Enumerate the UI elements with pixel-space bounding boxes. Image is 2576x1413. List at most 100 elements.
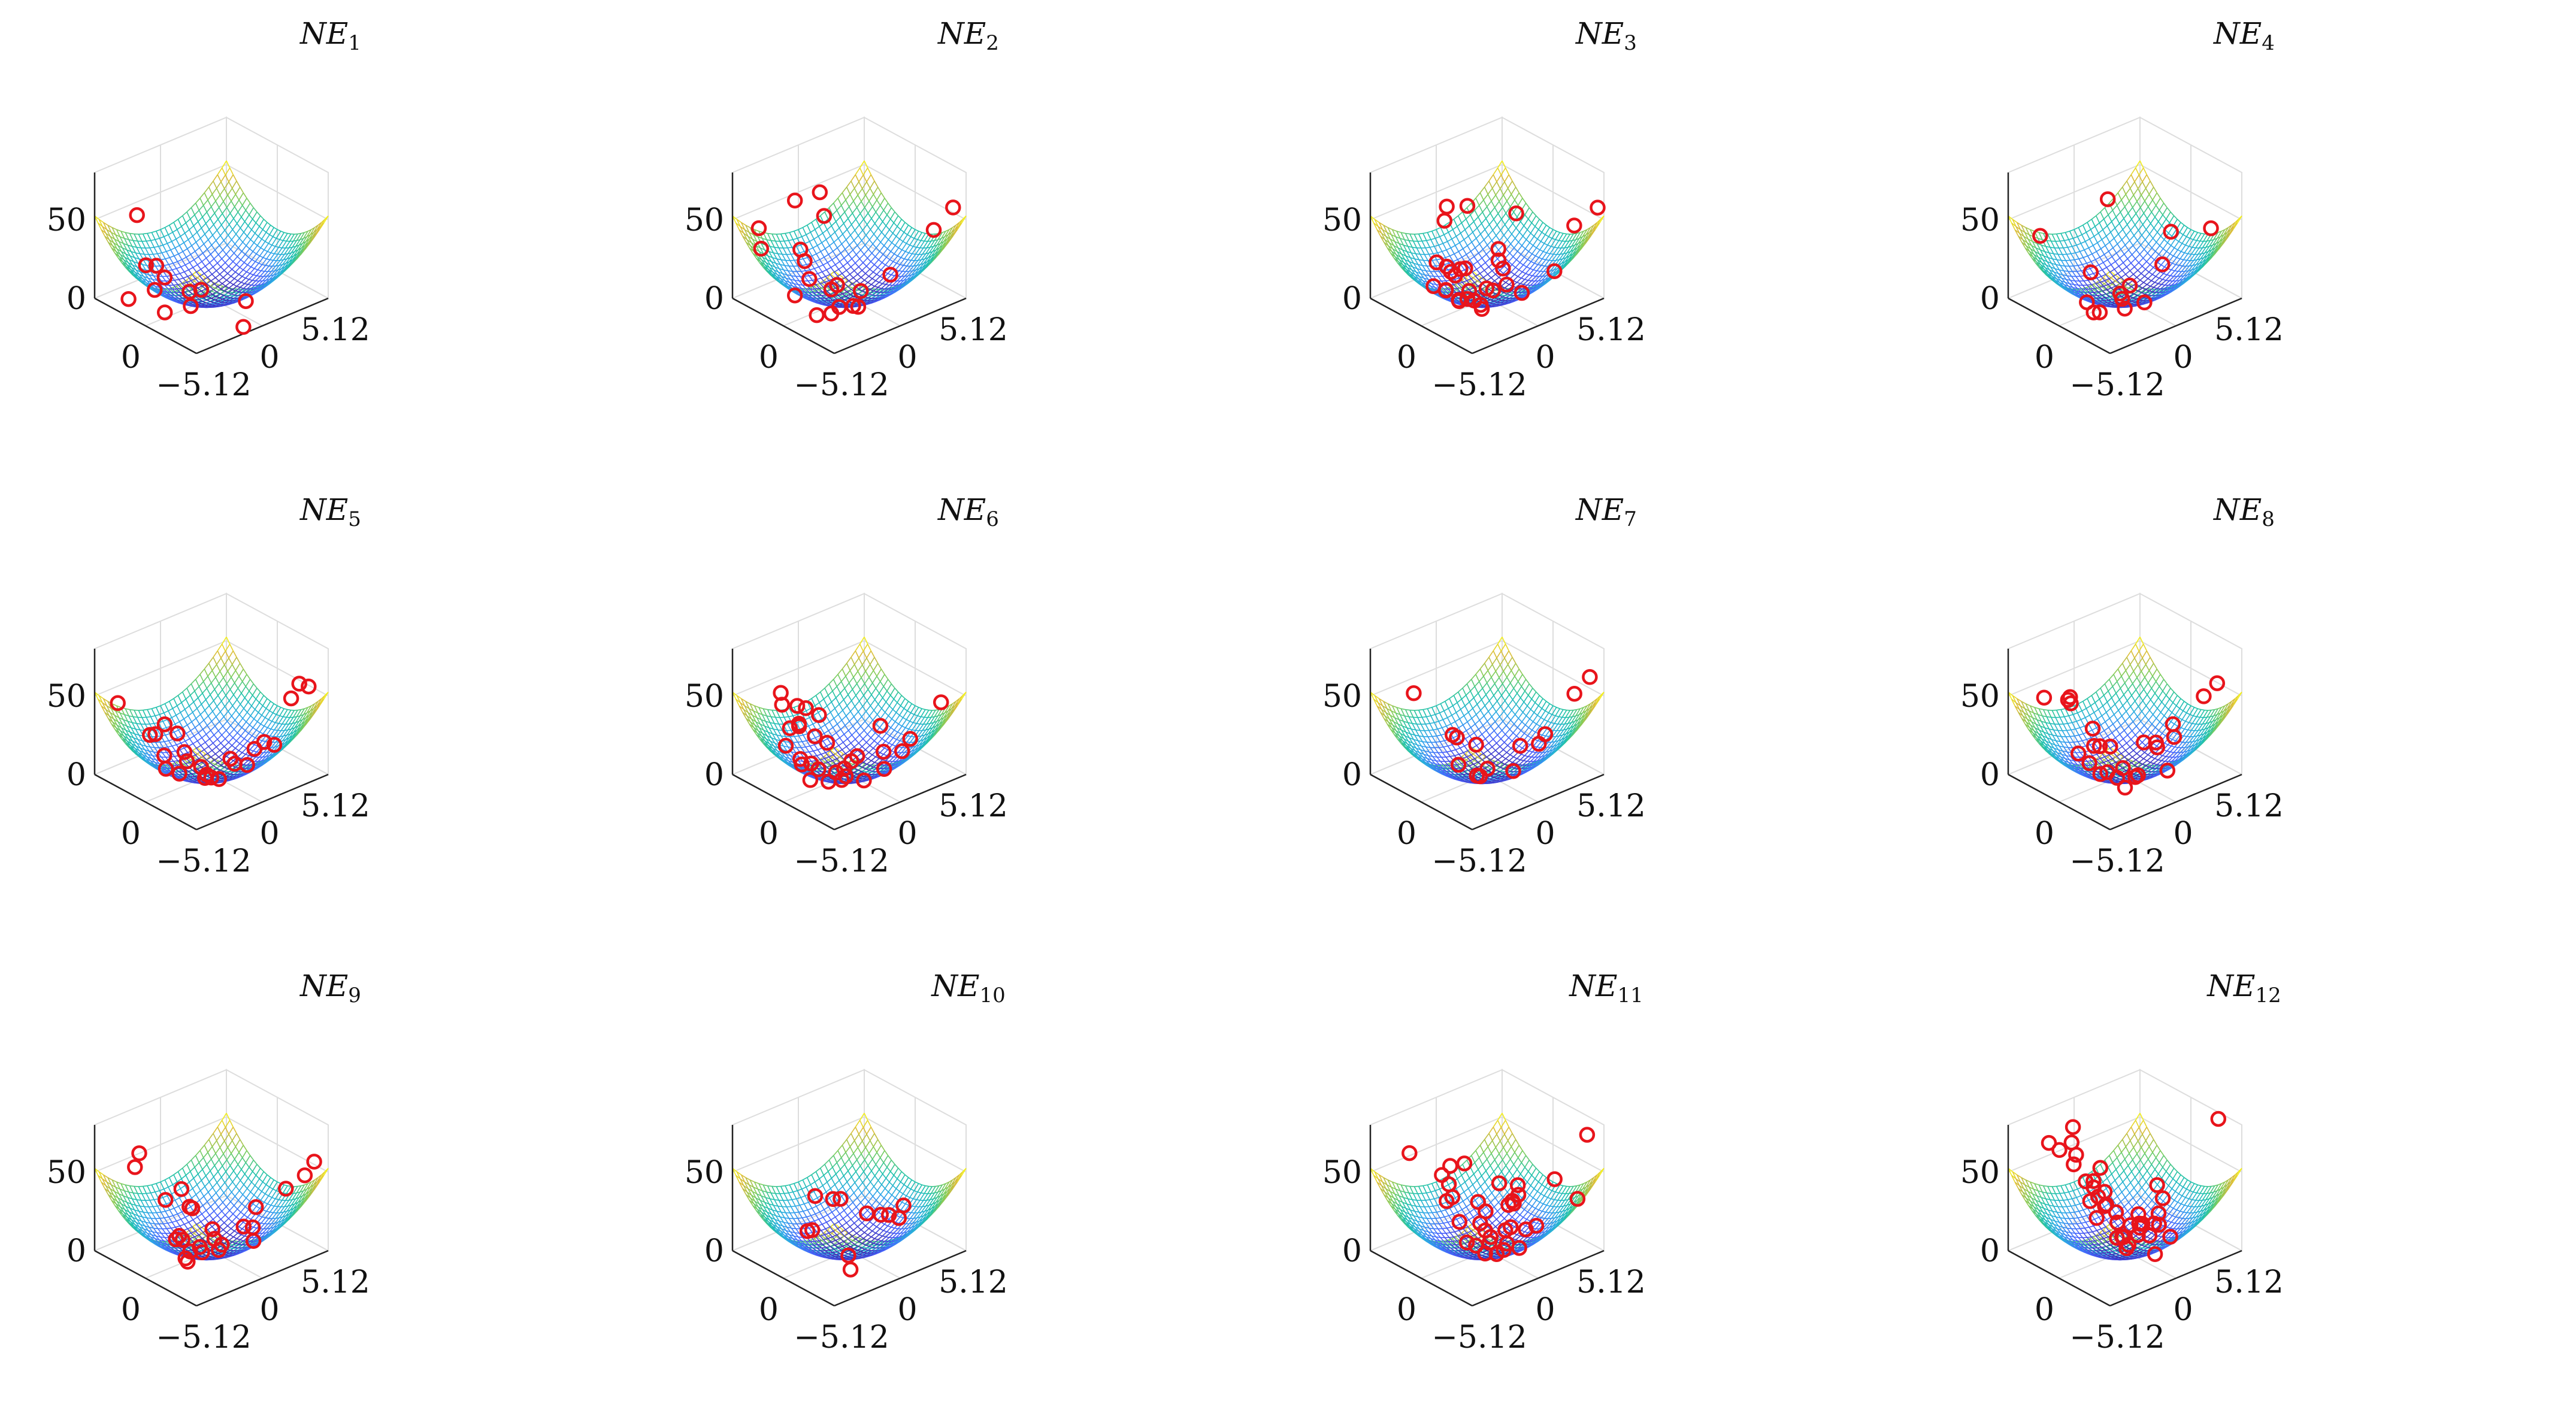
data-point bbox=[2136, 734, 2152, 751]
y-tick-label: 0 bbox=[897, 816, 917, 852]
scatter-points bbox=[127, 1145, 322, 1270]
data-point bbox=[777, 737, 794, 754]
data-point bbox=[2032, 228, 2048, 244]
y-tick-label: 5.12 bbox=[301, 312, 370, 348]
data-point bbox=[797, 253, 813, 270]
data-point bbox=[823, 281, 840, 298]
data-point bbox=[833, 1191, 849, 1207]
y-tick-label: 5.12 bbox=[939, 1264, 1008, 1300]
data-point bbox=[1458, 1235, 1475, 1251]
y-tick-label: 0 bbox=[897, 1292, 917, 1328]
data-point bbox=[173, 1181, 190, 1197]
y-tick-label: 0 bbox=[1535, 340, 1555, 376]
data-point bbox=[1436, 213, 1453, 229]
data-point bbox=[2085, 738, 2102, 754]
data-point bbox=[2082, 264, 2099, 280]
data-point bbox=[837, 768, 854, 785]
y-tick-label: 0 bbox=[259, 340, 279, 376]
data-point bbox=[2163, 223, 2179, 240]
scatter-points bbox=[799, 1188, 912, 1278]
data-point bbox=[1442, 1158, 1458, 1174]
data-point bbox=[156, 269, 173, 286]
data-point bbox=[2154, 256, 2171, 273]
x-tick-label: 0 bbox=[1397, 1292, 1416, 1328]
y-tick-label: −5.12 bbox=[156, 843, 251, 879]
scatter-points bbox=[750, 184, 961, 323]
data-point bbox=[852, 283, 869, 299]
y-tick-label: 5.12 bbox=[2214, 1264, 2284, 1300]
data-point bbox=[171, 765, 187, 782]
data-point bbox=[891, 1210, 907, 1226]
data-point bbox=[2102, 739, 2118, 755]
data-point bbox=[1443, 264, 1459, 280]
panel-title: NE4 bbox=[2213, 16, 2275, 55]
axes bbox=[93, 173, 329, 355]
data-point bbox=[158, 761, 174, 777]
data-point bbox=[2085, 1173, 2102, 1189]
data-point bbox=[147, 726, 164, 742]
axes bbox=[2007, 1125, 2242, 1307]
data-point bbox=[2065, 1119, 2081, 1135]
data-point bbox=[811, 707, 827, 724]
y-tick-label: −5.12 bbox=[2069, 367, 2165, 403]
data-point bbox=[807, 1188, 824, 1204]
data-point bbox=[246, 740, 263, 757]
data-point bbox=[1447, 267, 1464, 284]
panel-title: NE1 bbox=[299, 16, 361, 55]
data-point bbox=[872, 718, 889, 734]
data-point bbox=[235, 1218, 252, 1235]
z-tick-label: 50 bbox=[47, 202, 86, 238]
data-point bbox=[1513, 285, 1530, 301]
data-point bbox=[2085, 304, 2102, 320]
z-tick-label: 50 bbox=[685, 679, 724, 715]
data-point bbox=[782, 720, 798, 737]
data-point bbox=[2120, 1236, 2137, 1253]
y-tick-label: 5.12 bbox=[2214, 312, 2284, 348]
data-point bbox=[1428, 254, 1445, 271]
x-tick-label: 0 bbox=[2035, 816, 2054, 852]
y-tick-label: 0 bbox=[2173, 340, 2193, 376]
data-point bbox=[1482, 1229, 1499, 1245]
scatter-points bbox=[773, 685, 949, 790]
data-point bbox=[2109, 1230, 2125, 1246]
data-point bbox=[1490, 252, 1507, 268]
data-point bbox=[2130, 1206, 2147, 1223]
data-point bbox=[2149, 1177, 2165, 1193]
data-point bbox=[1470, 1194, 1487, 1210]
data-point bbox=[1508, 205, 1524, 222]
x-tick-label: 0 bbox=[121, 1292, 141, 1328]
data-point bbox=[2115, 760, 2131, 776]
data-point bbox=[2051, 1142, 2068, 1158]
y-tick-label: −5.12 bbox=[156, 367, 251, 403]
x-tick-label: 0 bbox=[121, 340, 141, 376]
data-point bbox=[2162, 1229, 2178, 1245]
surface-mesh bbox=[94, 160, 329, 308]
data-point bbox=[1518, 1221, 1534, 1237]
data-point bbox=[204, 1221, 220, 1237]
data-point bbox=[812, 184, 828, 201]
axes bbox=[731, 173, 967, 355]
data-point bbox=[2114, 291, 2130, 307]
data-point bbox=[849, 748, 865, 764]
data-point bbox=[2159, 763, 2176, 779]
data-point bbox=[245, 1233, 262, 1249]
scatter-points bbox=[120, 207, 254, 335]
data-point bbox=[169, 725, 186, 742]
z-tick-label: 0 bbox=[704, 1233, 724, 1269]
data-point bbox=[1469, 767, 1485, 784]
axes bbox=[731, 1125, 967, 1307]
data-point bbox=[801, 271, 818, 288]
data-point bbox=[1401, 1145, 1418, 1161]
data-point bbox=[2131, 1215, 2147, 1232]
data-point bbox=[2082, 1193, 2099, 1209]
data-point bbox=[1488, 1246, 1505, 1262]
data-point bbox=[873, 1206, 889, 1223]
